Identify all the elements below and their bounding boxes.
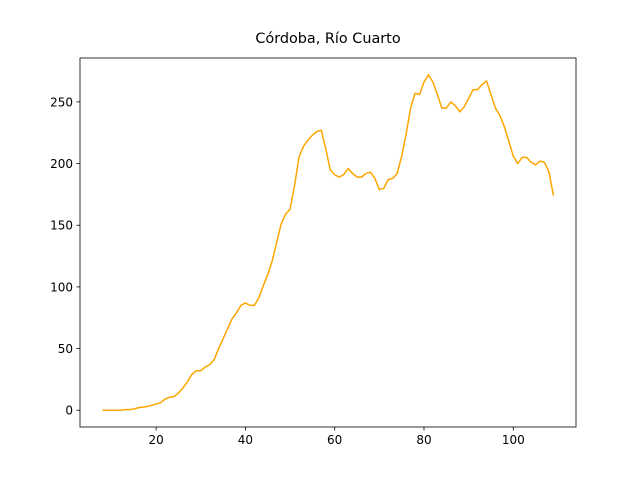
axes-frame	[79, 57, 577, 428]
chart-title: Córdoba, Río Cuarto	[255, 31, 400, 47]
x-tick-label: 40	[238, 433, 253, 447]
x-tick-label: 80	[416, 433, 431, 447]
y-tick-label: 150	[50, 219, 73, 233]
y-tick-label: 0	[65, 404, 73, 418]
line-series	[102, 74, 555, 411]
y-tick-label: 200	[50, 157, 73, 171]
y-tick-label: 100	[50, 280, 73, 294]
x-tick-label: 20	[148, 433, 163, 447]
y-tick-label: 250	[50, 95, 73, 109]
x-tick-label: 60	[327, 433, 342, 447]
y-tick-label: 50	[58, 342, 73, 356]
x-tick-label: 100	[502, 433, 525, 447]
